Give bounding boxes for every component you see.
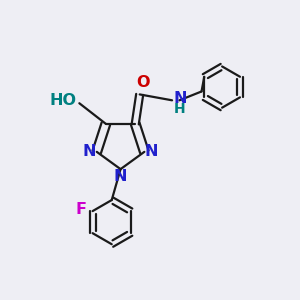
Text: HO: HO <box>50 93 76 108</box>
Text: N: N <box>114 169 127 184</box>
Text: O: O <box>136 75 149 90</box>
Text: F: F <box>76 202 87 217</box>
Text: N: N <box>173 91 187 106</box>
Text: H: H <box>173 102 185 116</box>
Text: N: N <box>82 144 96 159</box>
Text: N: N <box>145 144 158 159</box>
